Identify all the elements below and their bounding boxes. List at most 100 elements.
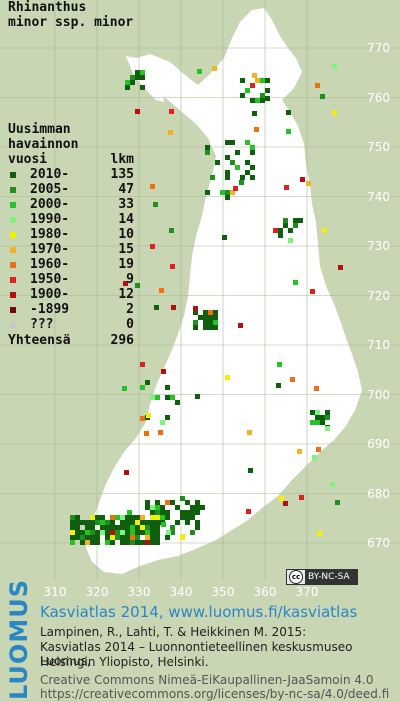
observation-square: [95, 515, 100, 520]
legend-swatch: [10, 306, 16, 313]
observation-square: [165, 535, 170, 540]
observation-square: [165, 500, 170, 505]
y-tick-label: 690: [367, 437, 390, 451]
observation-square: [150, 395, 155, 400]
observation-square: [150, 184, 155, 189]
kasviatlas-heading-link[interactable]: Kasviatlas 2014, www.luomus.fi/kasviatla…: [40, 603, 358, 621]
observation-square: [273, 228, 278, 233]
cc-license-badge[interactable]: cc BY-NC-SA: [286, 569, 358, 585]
observation-square: [198, 315, 203, 320]
legend: Uusimman havainnon vuosi lkm 2010- 135 200…: [8, 122, 134, 349]
observation-square: [155, 395, 160, 400]
legend-count: 9: [126, 272, 134, 287]
observation-square: [283, 501, 288, 506]
observation-square: [75, 530, 80, 535]
observation-square: [195, 510, 200, 515]
observation-square: [310, 420, 315, 425]
observation-square: [140, 416, 145, 421]
observation-square: [120, 515, 125, 520]
observation-square: [124, 470, 129, 475]
observation-square: [125, 530, 130, 535]
observation-square: [245, 170, 250, 175]
legend-count: 0: [126, 317, 134, 332]
observation-square: [140, 530, 145, 535]
observation-square: [170, 525, 175, 530]
observation-square: [310, 289, 315, 294]
y-tick-label: 700: [367, 387, 390, 402]
observation-square: [85, 520, 90, 525]
observation-square: [322, 228, 327, 233]
observation-square: [140, 385, 145, 390]
observation-square: [279, 496, 284, 501]
observation-square: [166, 530, 171, 535]
observation-square: [115, 525, 120, 530]
license-url-link[interactable]: https://creativecommons.org/licenses/by-…: [40, 687, 390, 701]
observation-square: [110, 515, 115, 520]
observation-square: [159, 288, 164, 293]
observation-square: [175, 505, 180, 510]
observation-square: [70, 540, 75, 545]
observation-square: [125, 80, 130, 85]
observation-square: [250, 165, 255, 170]
legend-count: 12: [118, 287, 134, 302]
observation-square: [130, 540, 135, 545]
observation-square: [238, 323, 243, 328]
observation-square: [297, 449, 302, 454]
legend-col-year: vuosi: [8, 152, 48, 167]
observation-square: [105, 535, 110, 540]
observation-square: [115, 515, 120, 520]
observation-square: [125, 85, 130, 90]
observation-square: [140, 70, 145, 75]
legend-count: 10: [118, 227, 134, 242]
legend-total-count: 296: [110, 333, 134, 348]
observation-square: [150, 540, 155, 545]
observation-square: [155, 520, 160, 525]
observation-square: [105, 520, 110, 525]
legend-count: 33: [118, 197, 134, 212]
observation-square: [288, 228, 293, 233]
observation-square: [161, 522, 166, 527]
observation-square: [105, 530, 110, 535]
observation-square: [300, 177, 305, 182]
observation-square: [265, 96, 270, 101]
observation-square: [190, 505, 195, 510]
observation-square: [115, 535, 120, 540]
x-tick-label: 320: [85, 585, 109, 599]
observation-square: [95, 540, 100, 545]
observation-square: [122, 386, 127, 391]
observation-square: [225, 375, 230, 380]
observation-square: [145, 540, 150, 545]
legend-label: 1970-: [30, 242, 70, 257]
observation-square: [255, 98, 260, 103]
observation-square: [315, 83, 320, 88]
observation-square: [190, 510, 195, 515]
observation-square: [260, 93, 265, 98]
observation-square: [245, 140, 250, 145]
observation-square: [225, 195, 230, 200]
observation-square: [165, 395, 170, 400]
observation-square: [95, 520, 100, 525]
observation-square: [105, 540, 110, 545]
observation-square: [110, 540, 115, 545]
observation-square: [150, 515, 155, 520]
observation-square: [180, 496, 185, 501]
observation-square: [213, 320, 218, 325]
y-tick-label: 760: [367, 90, 390, 105]
observation-square: [85, 535, 90, 540]
observation-square: [255, 78, 260, 83]
observation-square: [140, 362, 145, 367]
observation-square: [293, 218, 298, 223]
observation-square: [150, 530, 155, 535]
legend-count: 135: [110, 167, 134, 182]
legend-swatch: [10, 261, 16, 268]
observation-square: [145, 530, 150, 535]
legend-label: ???: [30, 317, 54, 332]
observation-square: [120, 525, 125, 530]
observation-square: [312, 455, 317, 460]
observation-square: [195, 500, 200, 505]
observation-square: [130, 530, 135, 535]
observation-square: [90, 525, 95, 530]
observation-square: [240, 93, 245, 98]
observation-square: [135, 283, 140, 288]
observation-square: [298, 218, 303, 223]
